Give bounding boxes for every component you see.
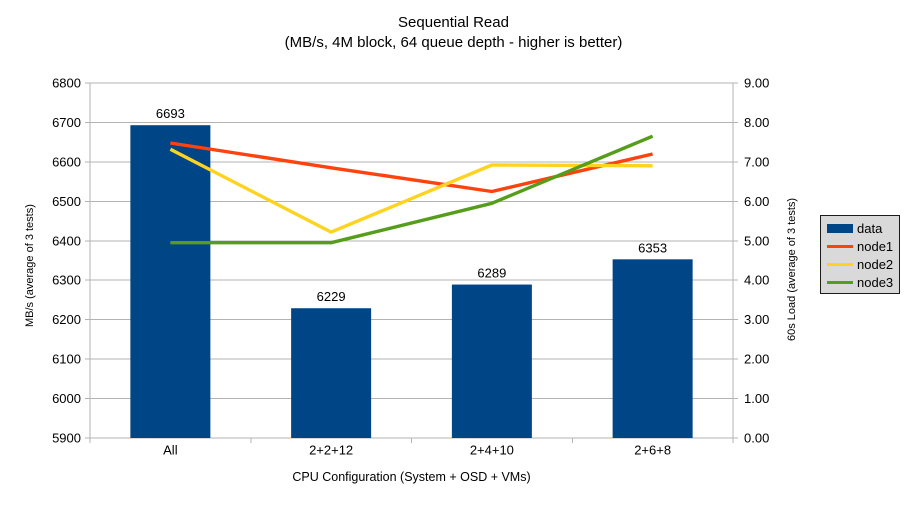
legend-item-node1: node1 (821, 237, 899, 255)
bar-2+4+10 (451, 284, 532, 438)
bar-value-label: 6289 (477, 266, 506, 281)
legend-label: node1 (857, 238, 894, 254)
line-node1 (170, 141, 654, 194)
right-tick-label: 5.00 (744, 233, 769, 248)
right-tick-label: 9.00 (744, 76, 769, 91)
line-node3 (170, 134, 654, 245)
legend-swatch-data (827, 223, 853, 233)
left-tick-label: 6800 (52, 76, 81, 91)
left-tick-label: 5900 (52, 431, 81, 446)
line-node2 (169, 147, 653, 234)
left-tick-label: 6100 (52, 352, 81, 367)
legend-item-node3: node3 (821, 273, 899, 291)
chart-subtitle: (MB/s, 4M block, 64 queue depth - higher… (284, 34, 623, 51)
legend-swatch-node3 (827, 280, 853, 284)
right-tick-label: 2.00 (744, 352, 769, 367)
bar-All (130, 125, 211, 438)
bar-value-label: 6229 (317, 289, 346, 304)
left-tick-label: 6600 (52, 154, 81, 169)
legend-item-node2: node2 (821, 255, 899, 273)
x-category-label: 2+2+12 (309, 443, 353, 458)
chart-title: Sequential Read (398, 14, 509, 31)
legend-swatch-node1 (827, 244, 853, 248)
right-tick-label: 8.00 (744, 115, 769, 130)
left-tick-label: 6000 (52, 391, 81, 406)
x-category-label: All (163, 443, 178, 458)
right-tick-label: 7.00 (744, 154, 769, 169)
bar-value-label: 6693 (156, 106, 185, 121)
bar-2+2+12 (291, 308, 372, 438)
legend-label: node3 (857, 274, 894, 290)
legend-label: data (857, 220, 883, 236)
left-tick-label: 6700 (52, 115, 81, 130)
x-category-label: 2+4+10 (470, 443, 514, 458)
legend-label: node2 (857, 256, 894, 272)
right-tick-label: 4.00 (744, 273, 769, 288)
legend-item-data: data (821, 219, 899, 237)
x-axis-title: CPU Configuration (System + OSD + VMs) (292, 470, 531, 484)
right-tick-label: 3.00 (744, 312, 769, 327)
left-tick-label: 6400 (52, 233, 81, 248)
x-category-label: 2+6+8 (634, 443, 671, 458)
legend: data node1 node2 node3 (820, 215, 900, 294)
left-tick-label: 6200 (52, 312, 81, 327)
left-tick-label: 6500 (52, 194, 81, 209)
right-tick-label: 0.00 (744, 431, 769, 446)
right-tick-label: 6.00 (744, 194, 769, 209)
left-tick-label: 6300 (52, 273, 81, 288)
bar-value-label: 6353 (638, 240, 667, 255)
right-tick-label: 1.00 (744, 391, 769, 406)
legend-swatch-node2 (827, 262, 853, 266)
bar-2+6+8 (612, 259, 693, 438)
